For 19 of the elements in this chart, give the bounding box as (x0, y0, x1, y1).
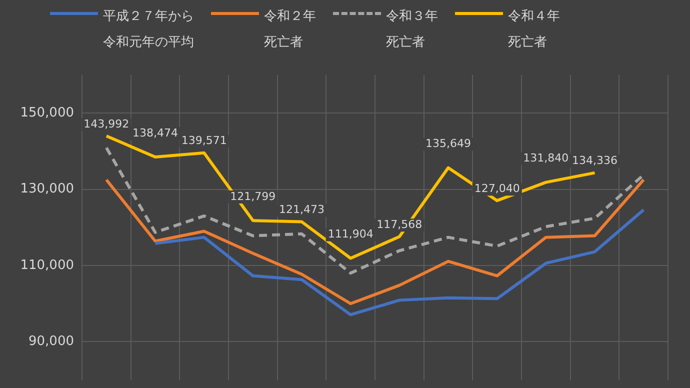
data-label: 138,474 (132, 126, 178, 140)
data-label: 121,473 (279, 203, 324, 216)
data-label: 111,904 (328, 228, 374, 241)
data-label: 121,799 (230, 190, 276, 203)
legend-label: 令和３年死亡者 (386, 8, 439, 52)
data-label: 143,992 (84, 117, 130, 130)
legend-label: 令和４年死亡者 (508, 8, 561, 52)
data-label: 127,040 (474, 182, 520, 195)
legend-label: 令和２年死亡者 (264, 8, 317, 52)
y-tick-label: 150,000 (20, 105, 74, 120)
data-label: 134,336 (572, 154, 618, 168)
data-label: 117,568 (376, 218, 422, 232)
data-label: 131,840 (523, 152, 569, 165)
data-label: 139,571 (181, 134, 227, 148)
y-tick-label: 130,000 (20, 182, 74, 197)
y-tick-label: 110,000 (20, 258, 74, 273)
data-label: 135,649 (426, 137, 471, 150)
legend-label: 平成２７年から令和元年の平均 (103, 8, 195, 52)
y-tick-label: 90,000 (28, 334, 74, 350)
